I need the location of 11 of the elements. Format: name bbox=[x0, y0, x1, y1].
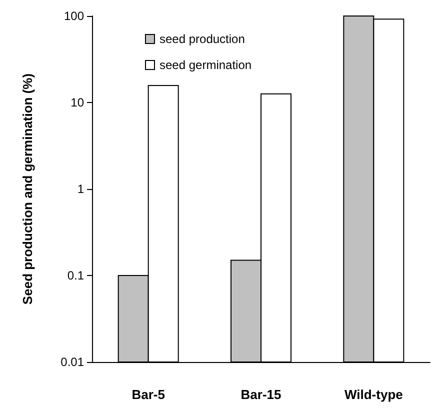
y-tick-label: 100 bbox=[64, 9, 84, 23]
x-tick-label: Wild-type bbox=[344, 387, 403, 402]
y-axis-title: Seed production and germination (%) bbox=[20, 73, 35, 305]
legend-label: seed production bbox=[160, 32, 245, 46]
y-tick-label: 1 bbox=[77, 182, 84, 196]
y-tick-label: 10 bbox=[70, 96, 84, 110]
x-tick-label: Bar-15 bbox=[240, 387, 282, 402]
legend-label: seed germination bbox=[160, 58, 252, 72]
y-tick-label: 0.01 bbox=[60, 355, 84, 369]
y-tick-label: 0.1 bbox=[67, 268, 84, 282]
x-tick-label: Bar-5 bbox=[132, 387, 165, 402]
